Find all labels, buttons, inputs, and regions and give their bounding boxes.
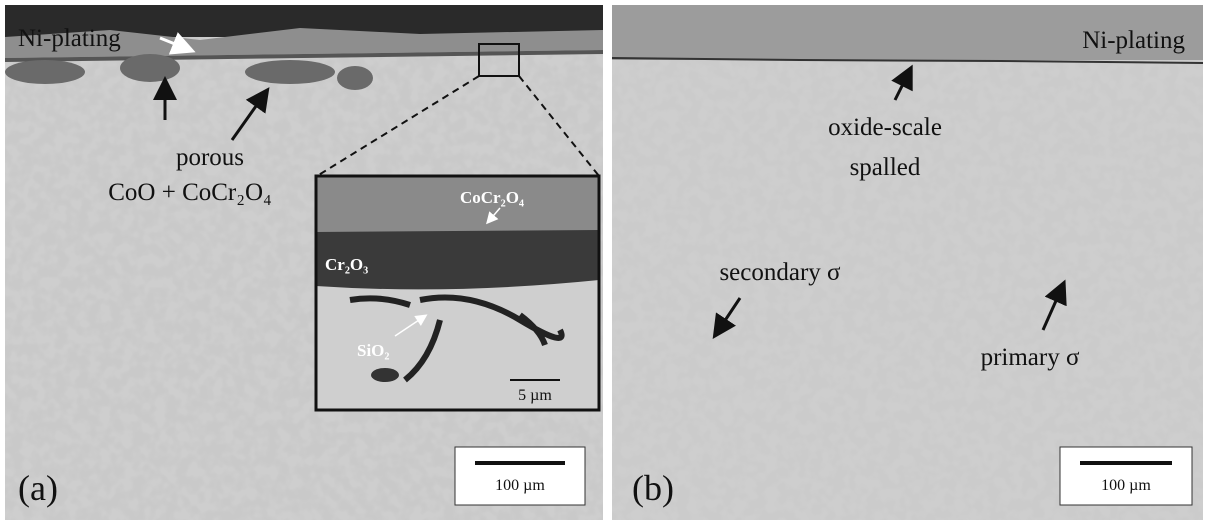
panel-label: (a) [18,468,58,508]
scale-box [455,447,585,505]
micrograph [612,5,1203,520]
panel-b: Ni-plating oxide-scale spalled secondary… [612,5,1203,520]
pore [371,368,399,382]
label-ni-plating: Ni-plating [1082,27,1185,54]
label-chromia: Cr₂O₃ [325,255,368,274]
label-secondary: secondary σ [719,259,841,286]
label-porous: porous [176,144,244,171]
label-silica: SiO₂ [357,341,390,360]
oxide-pore [337,66,373,90]
scale-label: 100 µm [495,477,545,494]
label-ni-plating: Ni-plating [18,25,121,52]
oxide-pore [120,54,180,82]
label-oxides: CoO + CoCr₂O₄ [108,179,272,206]
oxide-pore [5,60,85,84]
label-spalled: spalled [850,154,921,181]
label-oxide-scale: oxide-scale [828,114,942,141]
inset: CoCr₂O₄ Cr₂O₃ SiO₂ 5 µm [316,176,599,410]
panel-a: Ni-plating porous CoO + CoCr₂O₄ CoCr₂O₄ … [5,5,603,520]
inset-scale-label: 5 µm [518,387,552,404]
scale-label: 100 µm [1101,477,1151,494]
spinel-layer [316,176,599,232]
figure: Ni-plating porous CoO + CoCr₂O₄ CoCr₂O₄ … [0,0,1207,527]
page: Ni-plating porous CoO + CoCr₂O₄ CoCr₂O₄ … [0,0,1207,527]
label-primary: primary σ [981,344,1080,371]
oxide-pore [245,60,335,84]
label-spinel: CoCr₂O₄ [460,188,524,207]
scale-box [1060,447,1192,505]
panel-label: (b) [632,468,674,508]
